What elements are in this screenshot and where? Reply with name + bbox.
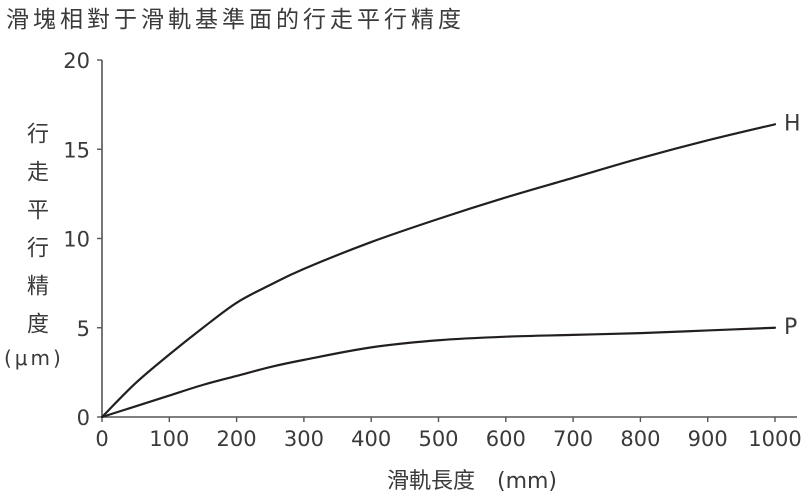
- x-axis-label: 滑軌長度 (mm): [387, 469, 557, 494]
- y-tick-label: 0: [77, 406, 90, 430]
- x-tick-label: 1000: [748, 427, 801, 451]
- y-axis-unit: (μm): [4, 346, 64, 370]
- series-label-P: P: [784, 315, 797, 340]
- x-tick-label: 800: [620, 427, 660, 451]
- y-tick-label: 15: [63, 138, 90, 162]
- x-tick-label: 0: [95, 427, 108, 451]
- axes: [101, 60, 797, 418]
- series-label-H: H: [784, 111, 801, 136]
- x-tick-label: 700: [553, 427, 593, 451]
- series-line-P: [100, 326, 777, 419]
- x-tick-label: 100: [149, 427, 189, 451]
- y-axis-label: 行走平行精度: [23, 122, 48, 350]
- y-tick-label: 10: [63, 228, 90, 252]
- x-tick-label: 200: [217, 427, 257, 451]
- y-tick-label: 5: [77, 317, 90, 341]
- x-tick-label: 400: [351, 427, 391, 451]
- x-tick-label: 900: [688, 427, 728, 451]
- x-tick-label: 300: [284, 427, 324, 451]
- y-tick-label: 20: [63, 49, 90, 73]
- x-tick-label: 500: [418, 427, 458, 451]
- x-tick-label: 600: [486, 427, 526, 451]
- series-group: HP: [100, 111, 801, 419]
- series-line-H: [100, 123, 777, 419]
- chart-title: 滑塊相對于滑軌基準面的行走平行精度: [6, 7, 465, 33]
